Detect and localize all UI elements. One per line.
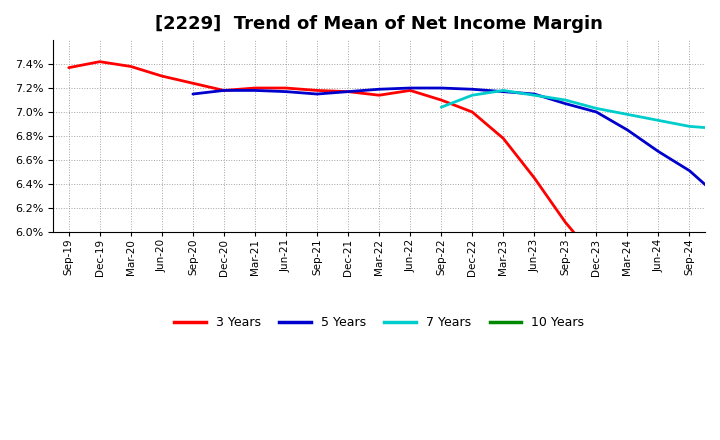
7 Years — [623, 112, 631, 117]
5 Years — [437, 85, 446, 91]
7 Years — [530, 92, 539, 98]
5 Years — [406, 85, 415, 91]
5 Years — [623, 127, 631, 132]
5 Years — [685, 168, 694, 173]
5 Years — [189, 92, 197, 97]
5 Years — [375, 87, 384, 92]
5 Years — [499, 89, 508, 94]
5 Years — [654, 149, 663, 154]
Line: 5 Years: 5 Years — [193, 88, 720, 198]
5 Years — [251, 88, 259, 93]
3 Years — [561, 220, 570, 225]
7 Years — [685, 124, 694, 129]
7 Years — [499, 88, 508, 93]
3 Years — [343, 89, 352, 94]
3 Years — [468, 110, 477, 115]
5 Years — [716, 196, 720, 201]
7 Years — [592, 106, 600, 111]
3 Years — [312, 88, 321, 93]
3 Years — [158, 73, 166, 79]
Legend: 3 Years, 5 Years, 7 Years, 10 Years: 3 Years, 5 Years, 7 Years, 10 Years — [169, 311, 589, 334]
5 Years — [312, 92, 321, 97]
3 Years — [282, 85, 290, 91]
Line: 3 Years: 3 Years — [68, 62, 690, 294]
3 Years — [189, 81, 197, 86]
5 Years — [530, 92, 539, 97]
3 Years — [530, 175, 539, 180]
5 Years — [282, 89, 290, 94]
3 Years — [375, 92, 384, 98]
7 Years — [468, 92, 477, 98]
3 Years — [64, 65, 73, 70]
3 Years — [406, 88, 415, 93]
3 Years — [592, 257, 600, 262]
Title: [2229]  Trend of Mean of Net Income Margin: [2229] Trend of Mean of Net Income Margi… — [156, 15, 603, 33]
7 Years — [561, 97, 570, 103]
3 Years — [654, 279, 663, 285]
3 Years — [685, 291, 694, 297]
5 Years — [592, 110, 600, 115]
3 Years — [437, 97, 446, 103]
5 Years — [468, 87, 477, 92]
3 Years — [251, 85, 259, 91]
5 Years — [220, 88, 228, 93]
7 Years — [716, 126, 720, 132]
3 Years — [220, 88, 228, 93]
5 Years — [561, 101, 570, 106]
5 Years — [343, 89, 352, 94]
3 Years — [127, 64, 135, 69]
3 Years — [499, 136, 508, 141]
Line: 7 Years: 7 Years — [441, 91, 720, 129]
7 Years — [437, 105, 446, 110]
7 Years — [654, 118, 663, 123]
3 Years — [623, 279, 631, 285]
3 Years — [96, 59, 104, 64]
